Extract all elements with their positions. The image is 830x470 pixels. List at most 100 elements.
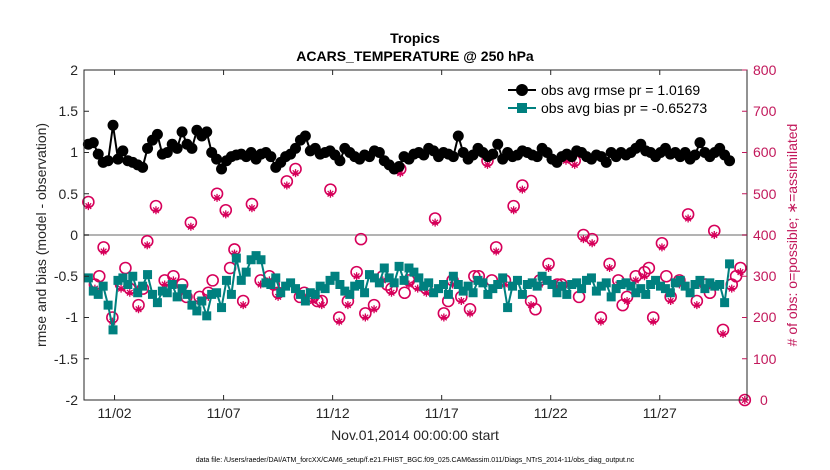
nobs-assimilated-point [457, 297, 466, 305]
asterisk-stroke [396, 169, 404, 177]
x-tick-label: 11/22 [534, 405, 568, 421]
bias-point [567, 280, 577, 289]
nobs-assimilated-point [623, 297, 632, 305]
rmse-point [171, 142, 183, 154]
rmse-point [87, 137, 99, 149]
asterisk-stroke [510, 206, 517, 214]
bias-point [434, 284, 444, 294]
legend-bias-label: obs avg bias pr = -0.65273 [541, 100, 707, 116]
asterisk-stroke [362, 314, 369, 321]
asterisk-stroke [388, 289, 395, 297]
bias-point [123, 280, 133, 289]
bias-point [577, 284, 587, 294]
y-left-axis-label: rmse and bias (model - observation) [33, 123, 49, 347]
bias-point [389, 278, 399, 288]
bias-point [246, 255, 256, 265]
nobs-assimilated-point [544, 264, 553, 272]
asterisk-stroke [431, 219, 439, 226]
bias-point [424, 278, 434, 288]
bias-point [720, 298, 730, 308]
bias-point [236, 275, 246, 285]
bias-point [157, 286, 167, 296]
asterisk-stroke [405, 281, 413, 288]
bias-point [493, 280, 503, 289]
asterisk-stroke [527, 301, 535, 309]
bias-point [582, 275, 592, 285]
rmse-point [531, 151, 543, 163]
asterisk-stroke [667, 297, 674, 305]
nobs-assimilated-point [684, 214, 693, 223]
bias-point [591, 286, 601, 296]
y-left-tick-label: 1.5 [59, 103, 79, 119]
bias-point [88, 286, 98, 296]
bias-point [537, 271, 547, 281]
bias-point [601, 278, 611, 288]
bias-point [143, 270, 153, 280]
chart-title: Tropics [390, 30, 440, 46]
asterisk-stroke [710, 231, 718, 239]
rmse-point [112, 153, 124, 165]
bias-point [113, 275, 123, 285]
y-left-tick-label: -0.5 [54, 268, 78, 284]
rmse-point [102, 155, 114, 167]
bias-point [512, 275, 522, 285]
bias-point [310, 289, 320, 299]
bias-point [419, 281, 429, 291]
nobs-assimilated-point [317, 301, 326, 310]
rmse-point [393, 161, 405, 173]
y-right-tick-label: 100 [753, 351, 777, 367]
bias-point [532, 281, 542, 291]
bias-point [478, 278, 488, 288]
bias-point [187, 300, 197, 310]
rmse-point [107, 119, 119, 131]
y-right-tick-label: 800 [753, 62, 777, 78]
y-right-axis-label: # of obs: o=possible; ∗=assimilated [784, 124, 800, 347]
rmse-point [492, 138, 504, 150]
bias-point [374, 278, 384, 288]
bias-point [616, 280, 626, 289]
bias-point [468, 288, 478, 298]
y-left-tick-label: -1 [66, 309, 79, 325]
nobs-assimilated-point [84, 202, 93, 211]
nobs-assimilated-point [719, 330, 728, 338]
nobs-assimilated-point [579, 235, 588, 244]
asterisk-stroke [353, 272, 360, 280]
asterisk-stroke [545, 264, 552, 272]
bias-point [572, 278, 582, 288]
bias-point [202, 311, 212, 321]
nobs-assimilated-point [588, 239, 597, 248]
rmse-point [137, 161, 149, 173]
rmse-point [142, 142, 154, 154]
bias-point [641, 289, 651, 299]
rmse-point [694, 137, 706, 149]
asterisk-stroke [117, 285, 125, 292]
bias-point [364, 270, 374, 280]
bias-point [286, 278, 296, 288]
nobs-assimilated-point [431, 218, 440, 227]
bias-point [276, 288, 286, 298]
rmse-point [216, 163, 228, 175]
rmse-point [151, 128, 163, 140]
bias-point [231, 253, 241, 263]
rmse-point [211, 153, 223, 165]
bias-point [315, 281, 325, 291]
bias-point [320, 284, 330, 294]
bias-point [295, 289, 305, 299]
bias-point [399, 275, 409, 285]
nobs-assimilated-point [291, 169, 300, 178]
bias-point [483, 289, 493, 299]
bias-point [596, 281, 606, 291]
nobs-assimilated-point [518, 185, 527, 194]
bias-point [522, 280, 532, 289]
asterisk-stroke [484, 161, 491, 169]
left-axis: 2 1.5 1 0.5 0 -0.5 -1 -1.5 -2 [54, 62, 78, 408]
rmse-point [290, 142, 302, 154]
bias-point [379, 263, 389, 273]
asterisk-stroke [309, 297, 317, 305]
asterisk-stroke [580, 235, 587, 243]
nobs-assimilated-point [466, 309, 475, 318]
rmse-point [201, 126, 213, 138]
rmse-point [447, 151, 459, 163]
y-left-tick-label: 2 [70, 62, 78, 78]
